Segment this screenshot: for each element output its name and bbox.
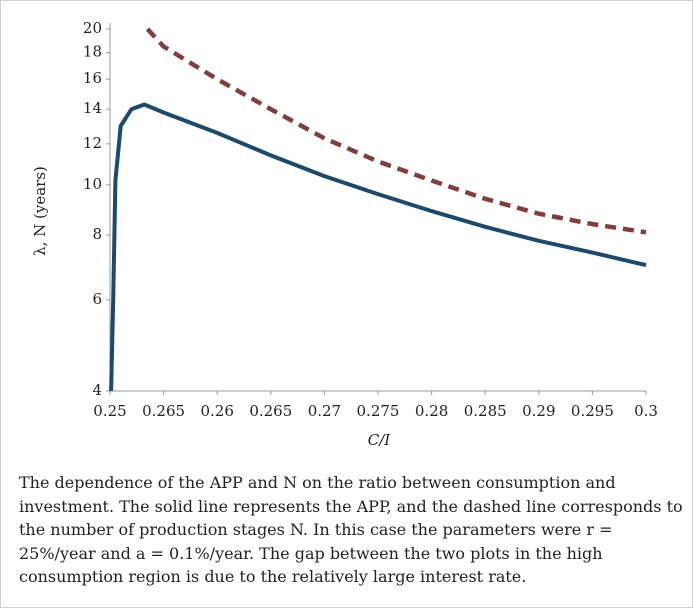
- y-tick-label: 6: [92, 290, 102, 308]
- chart: λ, N (years) C/I 4 6 8 10 12 14 16 18 20 0.25 0.26…: [31, 19, 658, 449]
- y-tick-label: 20: [83, 19, 102, 37]
- x-tick-label: 0.3: [634, 402, 658, 420]
- x-tick-label: 0.265: [142, 402, 185, 420]
- x-tick-label: 0.285: [464, 402, 507, 420]
- x-tick-label: 0.295: [571, 402, 614, 420]
- series-line: [109, 102, 647, 392]
- y-tick-label: 4: [92, 381, 102, 399]
- y-tick-label: 18: [83, 43, 102, 61]
- y-tick-label: 8: [92, 225, 102, 243]
- x-tick-label: 0.28: [415, 402, 448, 420]
- y-axis-label: λ, N (years): [31, 166, 49, 256]
- y-tick-label: 14: [83, 99, 102, 117]
- x-tick-label: 0.265: [249, 402, 292, 420]
- x-tick-label: 0.26: [200, 402, 233, 420]
- series-line: [145, 27, 647, 235]
- y-tick-label: 16: [83, 69, 102, 87]
- x-tick-label: 0.29: [522, 402, 555, 420]
- x-tick-label: 0.27: [308, 402, 341, 420]
- y-tick-label: 12: [83, 134, 102, 152]
- caption: The dependence of the APP and N on the r…: [19, 473, 683, 586]
- x-tick-label: 0.25: [93, 402, 126, 420]
- y-tick-label: 10: [83, 175, 102, 193]
- x-tick-label: 0.275: [357, 402, 400, 420]
- x-axis-label: C/I: [368, 431, 392, 449]
